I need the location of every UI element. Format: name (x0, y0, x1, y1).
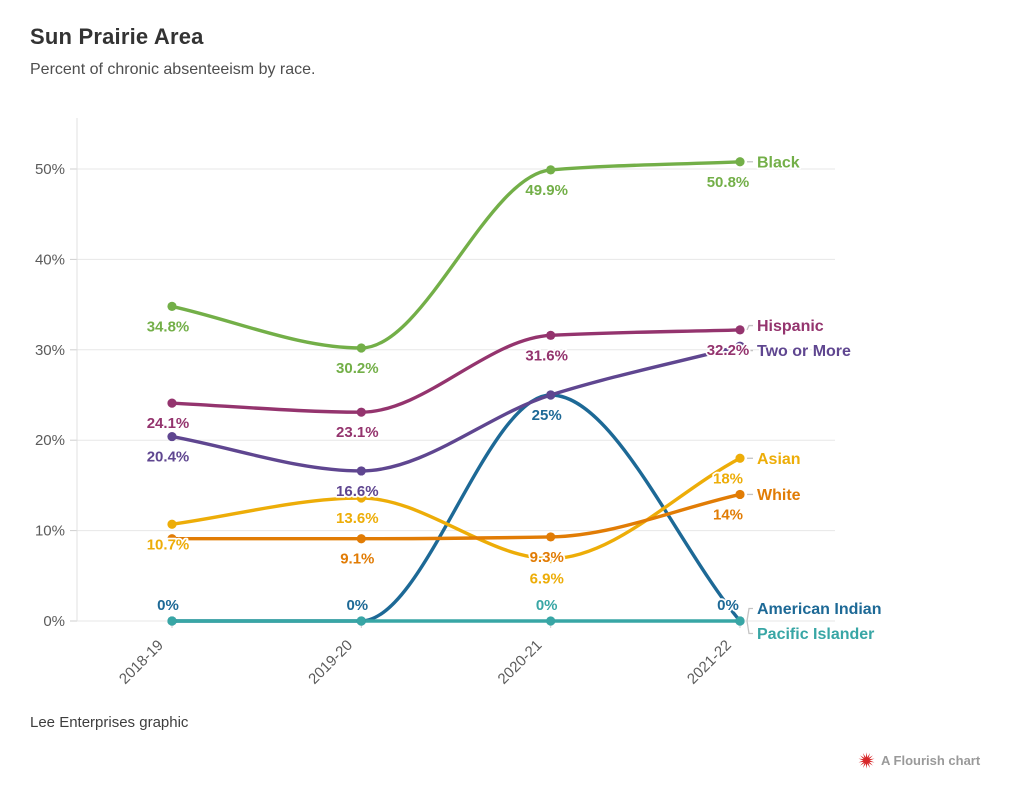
value-label-two-or-more-2019-20: 16.6% (336, 483, 379, 500)
point-asian-2018-19 (167, 519, 177, 529)
y-axis-label-0%: 0% (43, 613, 65, 630)
point-black-2019-20 (356, 343, 366, 353)
value-label-two-or-more-2018-19: 20.4% (147, 449, 190, 466)
point-hispanic-2019-20 (356, 407, 366, 417)
point-asian-2020-21 (546, 554, 556, 564)
point-white-2018-19 (167, 534, 177, 544)
flourish-attribution-link[interactable]: A Flourish chart (858, 752, 980, 769)
value-label-black-2021-22: 50.8% (707, 174, 750, 191)
value-label-asian-2021-22: 18% (713, 470, 743, 487)
series-label-two-or-more: Two or More (757, 343, 851, 360)
value-label-american-indian-2019-20: 0% (346, 597, 368, 614)
value-label-asian-2018-19: 10.7% (147, 536, 190, 553)
flourish-logo-icon (858, 752, 875, 769)
value-label-american-indian-2021-22: 0% (717, 597, 739, 614)
y-axis-label-20%: 20% (35, 432, 65, 449)
series-label-hispanic: Hispanic (757, 318, 824, 335)
series-label-black: Black (757, 154, 800, 171)
label-leader-hispanic (746, 324, 753, 331)
x-axis-label-2018-19: 2018-19 (116, 637, 167, 688)
series-line-asian (170, 456, 742, 561)
point-black-2018-19 (167, 301, 177, 312)
label-leader-two-or-more (746, 345, 753, 352)
series-line-black (170, 160, 742, 350)
value-label-american-indian-2020-21: 25% (532, 407, 562, 424)
point-white-2019-20 (356, 534, 366, 544)
value-label-hispanic-2018-19: 24.1% (147, 415, 190, 432)
value-label-black-2019-20: 30.2% (336, 360, 379, 377)
point-hispanic-2018-19 (167, 398, 177, 408)
series-line-hispanic (170, 328, 742, 414)
point-hispanic-2021-22 (735, 325, 745, 335)
point-two-or-more-2021-22 (735, 341, 745, 351)
y-axis-label-10%: 10% (35, 523, 65, 540)
series-label-white: White (757, 487, 801, 504)
point-pacific-islander-2020-21 (546, 616, 556, 626)
y-axis-label-40%: 40% (35, 251, 65, 268)
value-label-hispanic-2020-21: 31.6% (525, 347, 568, 364)
x-axis-label-2019-20: 2019-20 (305, 637, 356, 688)
series-line-white (170, 492, 742, 541)
value-label-black-2018-19: 34.8% (147, 318, 190, 335)
series-line-two-or-more (170, 344, 742, 473)
label-leader-pacific-islander (746, 620, 753, 635)
point-pacific-islander-2018-19 (167, 616, 177, 626)
value-label-white-2021-22: 14% (713, 506, 743, 523)
value-label-white-2020-21: 9.3% (530, 549, 564, 566)
value-label-hispanic-2021-22: 32.2% (707, 342, 750, 359)
y-axis-label-30%: 30% (35, 342, 65, 359)
point-white-2020-21 (546, 532, 556, 542)
point-asian-2019-20 (356, 493, 366, 503)
label-leader-american-indian (746, 607, 753, 622)
page-title: Sun Prairie Area (30, 24, 204, 49)
series-label-pacific-islander: Pacific Islander (757, 626, 874, 643)
value-label-hispanic-2019-20: 23.1% (336, 424, 379, 441)
x-axis-label-2020-21: 2020-21 (495, 637, 546, 688)
point-pacific-islander-2021-22 (735, 616, 745, 626)
point-pacific-islander-2019-20 (356, 616, 366, 626)
value-label-asian-2020-21: 6.9% (530, 571, 564, 588)
value-label-american-indian-2018-19: 0% (157, 597, 179, 614)
series-label-american-indian: American Indian (757, 601, 881, 618)
point-white-2021-22 (735, 489, 745, 500)
value-label-white-2019-20: 9.1% (340, 551, 374, 568)
flourish-attribution-label: A Flourish chart (881, 753, 981, 768)
value-label-asian-2019-20: 13.6% (336, 510, 379, 527)
x-axis-label-2021-22: 2021-22 (684, 637, 735, 688)
y-axis-label-50%: 50% (35, 161, 65, 178)
point-two-or-more-2019-20 (356, 466, 366, 476)
point-asian-2021-22 (735, 453, 745, 463)
point-hispanic-2020-21 (546, 330, 556, 340)
point-two-or-more-2020-21 (546, 390, 556, 400)
series-label-asian: Asian (757, 451, 801, 468)
point-black-2020-21 (546, 165, 556, 175)
point-two-or-more-2018-19 (167, 431, 177, 442)
point-black-2021-22 (735, 157, 745, 167)
value-label-pacific-islander-2020-21: 0% (536, 597, 558, 614)
value-label-black-2020-21: 49.9% (525, 182, 568, 199)
source-credit: Lee Enterprises graphic (30, 714, 189, 731)
page-subtitle: Percent of chronic absenteeism by race. (30, 61, 316, 78)
